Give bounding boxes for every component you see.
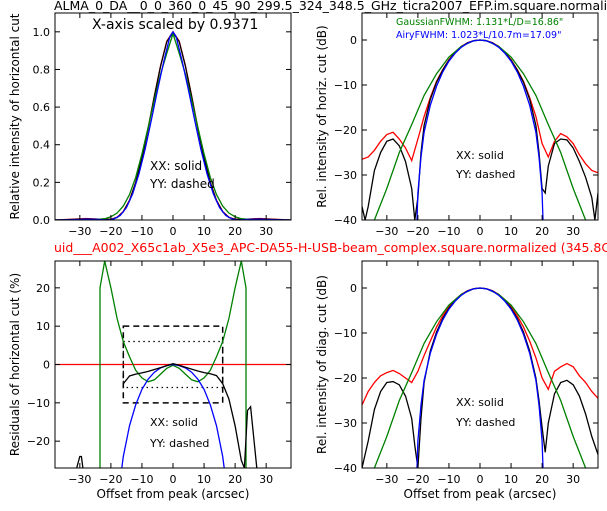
x-tick-label: −30 bbox=[375, 225, 398, 238]
series-line-4 bbox=[76, 455, 84, 468]
x-tick-label: 10 bbox=[504, 473, 518, 486]
x-tick-label: 0 bbox=[477, 225, 484, 238]
chart-panel-top-right: −30 −20 −10 0 10 20 30 −40 −30 −20 −10 0 Rel. intens… bbox=[315, 12, 599, 238]
x-tick-label: −20 bbox=[99, 473, 122, 486]
series-line-1 bbox=[362, 287, 598, 468]
second-figure-title: uid___A002_X65c1ab_X5e3_APC-DA55-H-USB-b… bbox=[54, 240, 607, 255]
x-tick-label: −30 bbox=[68, 473, 91, 486]
y-tick-label: −10 bbox=[334, 327, 357, 340]
y-tick-label: 0.8 bbox=[33, 63, 51, 76]
y-tick-label: 0.2 bbox=[33, 176, 51, 189]
series-group bbox=[362, 287, 598, 468]
chart-annotation: YY: dashed bbox=[149, 177, 215, 191]
series-line-1 bbox=[362, 39, 598, 220]
y-tick-label: −20 bbox=[27, 435, 50, 448]
x-tick-label: −10 bbox=[130, 473, 153, 486]
y-tick-label: 10 bbox=[36, 320, 50, 333]
x-tick-label: 20 bbox=[228, 473, 242, 486]
x-tick-label: 30 bbox=[566, 225, 580, 238]
plot-frame bbox=[361, 260, 599, 469]
y-tick-label: −20 bbox=[334, 372, 357, 385]
x-tick-label: 20 bbox=[228, 225, 242, 238]
x-axis-label: Offset from peak (arcsec) bbox=[97, 487, 250, 501]
series-group bbox=[55, 261, 291, 468]
y-axis-label: Rel. intensity of horiz. cut (dB) bbox=[315, 25, 329, 207]
series-line-0 bbox=[362, 287, 598, 406]
x-tick-label: 20 bbox=[535, 225, 549, 238]
y-tick-label: −20 bbox=[334, 124, 357, 137]
x-tick-label: 20 bbox=[535, 473, 549, 486]
x-tick-label: 30 bbox=[259, 225, 273, 238]
x-tick-label: 0 bbox=[170, 225, 177, 238]
x-tick-label: −20 bbox=[406, 225, 429, 238]
x-tick-label: 30 bbox=[566, 473, 580, 486]
y-tick-label: 0.4 bbox=[33, 139, 51, 152]
chart-annotation: XX: solid bbox=[150, 159, 202, 173]
series-line-2 bbox=[373, 39, 587, 220]
y-tick-label: 0 bbox=[350, 282, 357, 295]
x-tick-label: −30 bbox=[68, 225, 91, 238]
chart-annotation: AiryFWHM: 1.023*L/10.7m=17.09" bbox=[396, 30, 561, 41]
y-tick-label: −30 bbox=[334, 169, 357, 182]
series-line-0 bbox=[55, 30, 291, 220]
x-axis-label: Offset from peak (arcsec) bbox=[404, 487, 557, 501]
x-tick-label: 30 bbox=[259, 473, 273, 486]
y-tick-label: 0.6 bbox=[33, 101, 51, 114]
series-line-3 bbox=[416, 287, 544, 468]
x-tick-label: −20 bbox=[406, 473, 429, 486]
x-tick-label: −20 bbox=[99, 225, 122, 238]
series-line-3 bbox=[416, 39, 544, 220]
x-tick-label: 10 bbox=[197, 473, 211, 486]
plot-frame bbox=[361, 12, 599, 221]
y-tick-label: 0.0 bbox=[33, 214, 51, 227]
y-axis-label: Residuals of horizontal cut (%) bbox=[8, 273, 22, 456]
y-tick-label: −30 bbox=[334, 417, 357, 430]
x-tick-label: 0 bbox=[170, 473, 177, 486]
y-tick-label: −40 bbox=[334, 462, 357, 475]
y-axis-label: Rel. intensity of diag. cut (dB) bbox=[315, 275, 329, 454]
figure-title: ALMA_0_DA__0_0_360_0_45_90_299.5_324_348… bbox=[54, 0, 607, 13]
x-tick-label: 10 bbox=[504, 225, 518, 238]
chart-annotation: XX: solid bbox=[150, 416, 198, 429]
y-tick-label: 20 bbox=[36, 282, 50, 295]
chart-panel-top-left: −30 −20 −10 0 10 20 30 0.0 0.2 0.4 0.6 0.8 1.0 Relati… bbox=[8, 12, 292, 238]
x-tick-label: −10 bbox=[437, 225, 460, 238]
chart-annotation: YY: dashed bbox=[455, 168, 515, 181]
series-line-3 bbox=[122, 363, 258, 468]
reference-box-dotted bbox=[122, 340, 224, 389]
y-tick-label: 0 bbox=[43, 359, 50, 372]
x-tick-label: −30 bbox=[375, 473, 398, 486]
chart-annotation: X-axis scaled by 0.9371 bbox=[92, 17, 258, 33]
chart-annotation: YY: dashed bbox=[149, 437, 209, 450]
series-line-2 bbox=[55, 31, 291, 220]
y-tick-label: −10 bbox=[27, 397, 50, 410]
chart-annotation: XX: solid bbox=[456, 396, 504, 409]
y-tick-label: −40 bbox=[334, 214, 357, 227]
series-line-1 bbox=[55, 31, 291, 220]
x-tick-label: −10 bbox=[130, 225, 153, 238]
y-axis-label: Relative intensity of horizontal cut bbox=[8, 13, 22, 219]
y-tick-label: 1.0 bbox=[33, 26, 51, 39]
chart-annotation: XX: solid bbox=[456, 149, 504, 162]
series-line-1 bbox=[99, 261, 247, 468]
chart-annotation: GaussianFWHM: 1.131*L/D=16.86" bbox=[396, 17, 563, 28]
series-group bbox=[55, 30, 291, 220]
y-tick-label: 0 bbox=[350, 34, 357, 47]
y-tick-label: −10 bbox=[334, 79, 357, 92]
x-tick-label: 0 bbox=[477, 473, 484, 486]
chart-annotation: YY: dashed bbox=[455, 416, 515, 429]
series-group bbox=[362, 39, 598, 220]
x-tick-label: −10 bbox=[437, 473, 460, 486]
series-line-2 bbox=[121, 363, 225, 468]
x-tick-label: 10 bbox=[197, 225, 211, 238]
series-line-3 bbox=[55, 30, 291, 220]
